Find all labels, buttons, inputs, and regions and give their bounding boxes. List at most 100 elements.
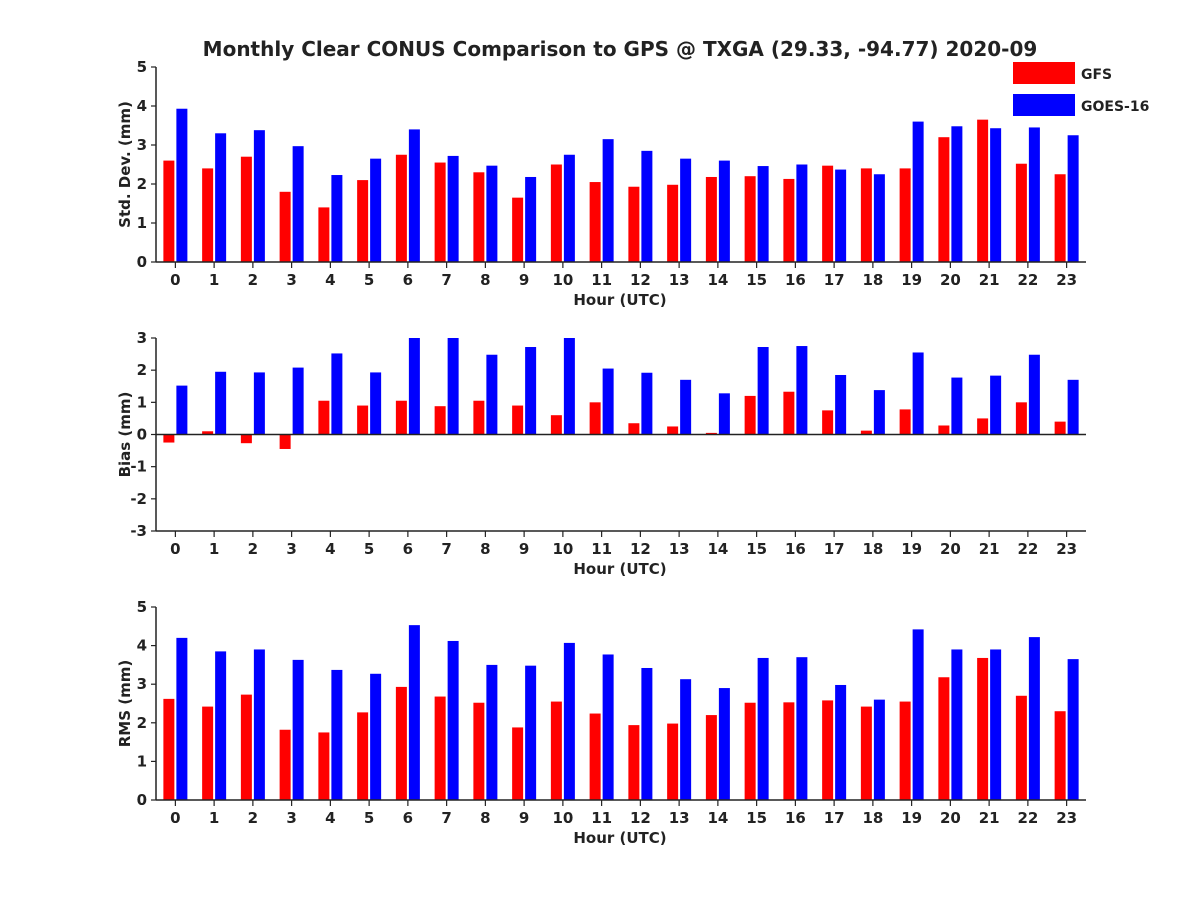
bar-gfs-hour-10 (550, 415, 562, 435)
bar-goes-16-hour-21 (990, 649, 1002, 800)
bar-goes-16-hour-2 (253, 649, 265, 800)
bar-goes-16-hour-18 (873, 699, 885, 800)
bar-goes-16-hour-8 (486, 354, 498, 435)
bar-gfs-hour-10 (550, 164, 562, 262)
bar-goes-16-hour-6 (408, 338, 420, 435)
bar-goes-16-hour-13 (680, 158, 692, 262)
bar-goes-16-hour-14 (718, 688, 730, 800)
bar-goes-16-hour-4 (331, 175, 343, 262)
x-tick-label: 6 (403, 540, 413, 558)
bar-gfs-hour-12 (628, 423, 640, 435)
bar-gfs-hour-6 (395, 154, 407, 262)
bar-goes-16-hour-17 (835, 684, 847, 800)
x-tick-label: 11 (591, 540, 612, 558)
y-axis-label: Std. Dev. (mm) (116, 101, 134, 228)
bar-gfs-hour-15 (744, 176, 756, 262)
x-tick-label: 0 (170, 540, 180, 558)
x-tick-label: 15 (746, 271, 767, 289)
y-tick-label: 1 (137, 214, 147, 232)
bar-gfs-hour-19 (899, 409, 911, 435)
x-tick-label: 5 (364, 809, 374, 827)
bar-goes-16-hour-14 (718, 393, 730, 435)
bar-goes-16-hour-4 (331, 669, 343, 800)
y-tick-label: 0 (137, 791, 147, 809)
x-tick-label: 23 (1056, 271, 1077, 289)
bar-gfs-hour-20 (938, 137, 950, 262)
x-tick-label: 9 (519, 540, 529, 558)
x-axis-label: Hour (UTC) (573, 829, 666, 847)
bar-gfs-hour-21 (977, 657, 989, 800)
bar-gfs-hour-16 (783, 702, 795, 800)
x-tick-label: 6 (403, 271, 413, 289)
bar-gfs-hour-9 (512, 197, 524, 262)
bar-goes-16-hour-12 (641, 667, 653, 800)
x-tick-label: 0 (170, 809, 180, 827)
x-tick-label: 18 (862, 271, 883, 289)
bar-gfs-hour-18 (860, 168, 872, 262)
bar-goes-16-hour-1 (215, 371, 227, 435)
bar-gfs-hour-7 (434, 162, 446, 262)
x-tick-label: 8 (480, 809, 490, 827)
bar-goes-16-hour-21 (990, 375, 1002, 435)
bar-goes-16-hour-3 (292, 367, 304, 435)
legend-label-goes-16: GOES-16 (1081, 99, 1149, 115)
x-tick-label: 7 (441, 540, 451, 558)
bar-gfs-hour-23 (1054, 421, 1066, 435)
bar-gfs-hour-8 (473, 702, 485, 800)
bar-goes-16-hour-1 (215, 133, 227, 262)
bar-gfs-hour-3 (279, 434, 291, 449)
bar-gfs-hour-13 (667, 184, 679, 262)
bar-gfs-hour-12 (628, 725, 640, 800)
bar-gfs-hour-11 (589, 182, 601, 262)
x-tick-label: 13 (669, 271, 690, 289)
bar-gfs-hour-17 (822, 700, 834, 800)
bar-gfs-hour-4 (318, 400, 330, 435)
y-tick-label: 3 (137, 675, 147, 693)
x-tick-label: 15 (746, 809, 767, 827)
bar-goes-16-hour-23 (1067, 379, 1079, 435)
y-tick-label: 0 (137, 253, 147, 271)
bar-goes-16-hour-5 (370, 372, 382, 435)
bar-gfs-hour-7 (434, 406, 446, 435)
x-tick-label: 21 (979, 809, 1000, 827)
x-tick-label: 7 (441, 271, 451, 289)
bar-goes-16-hour-2 (253, 372, 265, 435)
x-tick-label: 4 (325, 540, 335, 558)
x-tick-label: 10 (552, 809, 573, 827)
x-tick-label: 1 (209, 271, 219, 289)
bar-goes-16-hour-7 (447, 338, 459, 435)
bar-gfs-hour-23 (1054, 174, 1066, 262)
bar-goes-16-hour-16 (796, 346, 808, 435)
x-tick-label: 11 (591, 809, 612, 827)
bar-gfs-hour-17 (822, 410, 834, 435)
x-tick-label: 8 (480, 540, 490, 558)
bar-goes-16-hour-15 (757, 347, 769, 435)
x-tick-label: 22 (1017, 540, 1038, 558)
bar-goes-16-hour-2 (253, 130, 265, 262)
bar-gfs-hour-12 (628, 186, 640, 262)
bar-goes-16-hour-19 (912, 629, 924, 800)
x-tick-label: 20 (940, 271, 961, 289)
x-tick-label: 14 (707, 271, 728, 289)
bar-goes-16-hour-17 (835, 374, 847, 435)
x-tick-label: 8 (480, 271, 490, 289)
x-tick-label: 13 (669, 540, 690, 558)
y-tick-label: 5 (137, 58, 147, 76)
bar-goes-16-hour-12 (641, 372, 653, 435)
bar-gfs-hour-13 (667, 723, 679, 800)
bar-gfs-hour-23 (1054, 711, 1066, 800)
x-tick-label: 5 (364, 540, 374, 558)
x-tick-label: 16 (785, 271, 806, 289)
x-tick-label: 2 (248, 271, 258, 289)
bar-gfs-hour-0 (163, 698, 175, 800)
bar-goes-16-hour-16 (796, 164, 808, 262)
bar-gfs-hour-15 (744, 395, 756, 435)
bar-gfs-hour-16 (783, 178, 795, 262)
x-tick-label: 1 (209, 540, 219, 558)
y-tick-label: 2 (137, 175, 147, 193)
x-tick-label: 15 (746, 540, 767, 558)
bar-goes-16-hour-13 (680, 379, 692, 435)
x-tick-label: 17 (824, 809, 845, 827)
